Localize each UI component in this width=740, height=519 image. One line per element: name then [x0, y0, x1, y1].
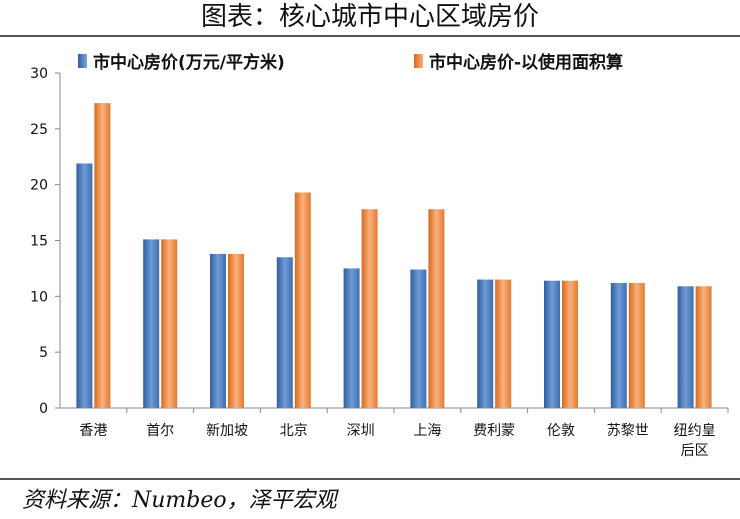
- legend-label: 市中心房价(万元/平方米): [93, 53, 285, 73]
- x-tick-label: 纽约皇后区: [674, 423, 716, 459]
- x-tick-label: 苏黎世: [607, 423, 649, 439]
- bar-blue-4: [343, 268, 360, 408]
- bar-blue-8: [610, 282, 627, 408]
- bar-orange-5: [428, 209, 445, 408]
- bar-blue-1: [143, 239, 160, 408]
- bar-blue-6: [477, 279, 494, 408]
- bottom-divider: [0, 478, 740, 480]
- y-tick-label: 20: [30, 178, 48, 194]
- y-tick-label: 30: [30, 66, 48, 82]
- bar-orange-7: [562, 280, 578, 408]
- bar-orange-3: [294, 192, 311, 408]
- y-tick-label: 15: [30, 234, 48, 250]
- x-tick-label: 伦敦: [547, 423, 575, 439]
- bar-orange-6: [495, 279, 512, 408]
- source-note: 资料来源：Numbeo，泽平宏观: [22, 488, 337, 513]
- y-tick-label: 10: [30, 289, 48, 305]
- bar-blue-0: [76, 163, 93, 408]
- bar-orange-9: [695, 286, 712, 408]
- legend-swatch-orange: [414, 53, 423, 68]
- chart-title: 图表：核心城市中心区域房价: [200, 2, 539, 32]
- x-tick-label: 深圳: [347, 423, 375, 439]
- bar-blue-2: [210, 253, 226, 408]
- x-tick-label: 上海: [413, 423, 441, 439]
- bar-blue-5: [410, 269, 427, 408]
- legend-item-series-1: 市中心房价(万元/平方米): [78, 48, 285, 73]
- legend-swatch-blue: [78, 53, 87, 68]
- legend-label: 市中心房价-以使用面积算: [429, 53, 624, 73]
- legend-item-series-2: 市中心房价-以使用面积算: [414, 48, 623, 73]
- top-divider: [0, 35, 740, 37]
- bar-blue-9: [677, 286, 694, 408]
- x-tick-label: 费利蒙: [473, 423, 515, 439]
- bar-orange-2: [228, 253, 244, 408]
- bar-orange-8: [628, 282, 645, 408]
- y-tick-label: 0: [39, 401, 48, 417]
- x-tick-label: 北京: [280, 423, 308, 439]
- bar-blue-7: [544, 280, 560, 408]
- x-tick-label: 首尔: [146, 423, 174, 439]
- bar-orange-1: [161, 239, 178, 408]
- bar-blue-3: [276, 257, 293, 408]
- y-tick-label: 25: [30, 122, 48, 138]
- bar-orange-4: [361, 209, 378, 408]
- x-tick-label: 香港: [79, 423, 107, 439]
- bar-orange-0: [94, 103, 111, 409]
- y-tick-label: 5: [39, 345, 48, 361]
- x-tick-label: 新加坡: [206, 423, 248, 439]
